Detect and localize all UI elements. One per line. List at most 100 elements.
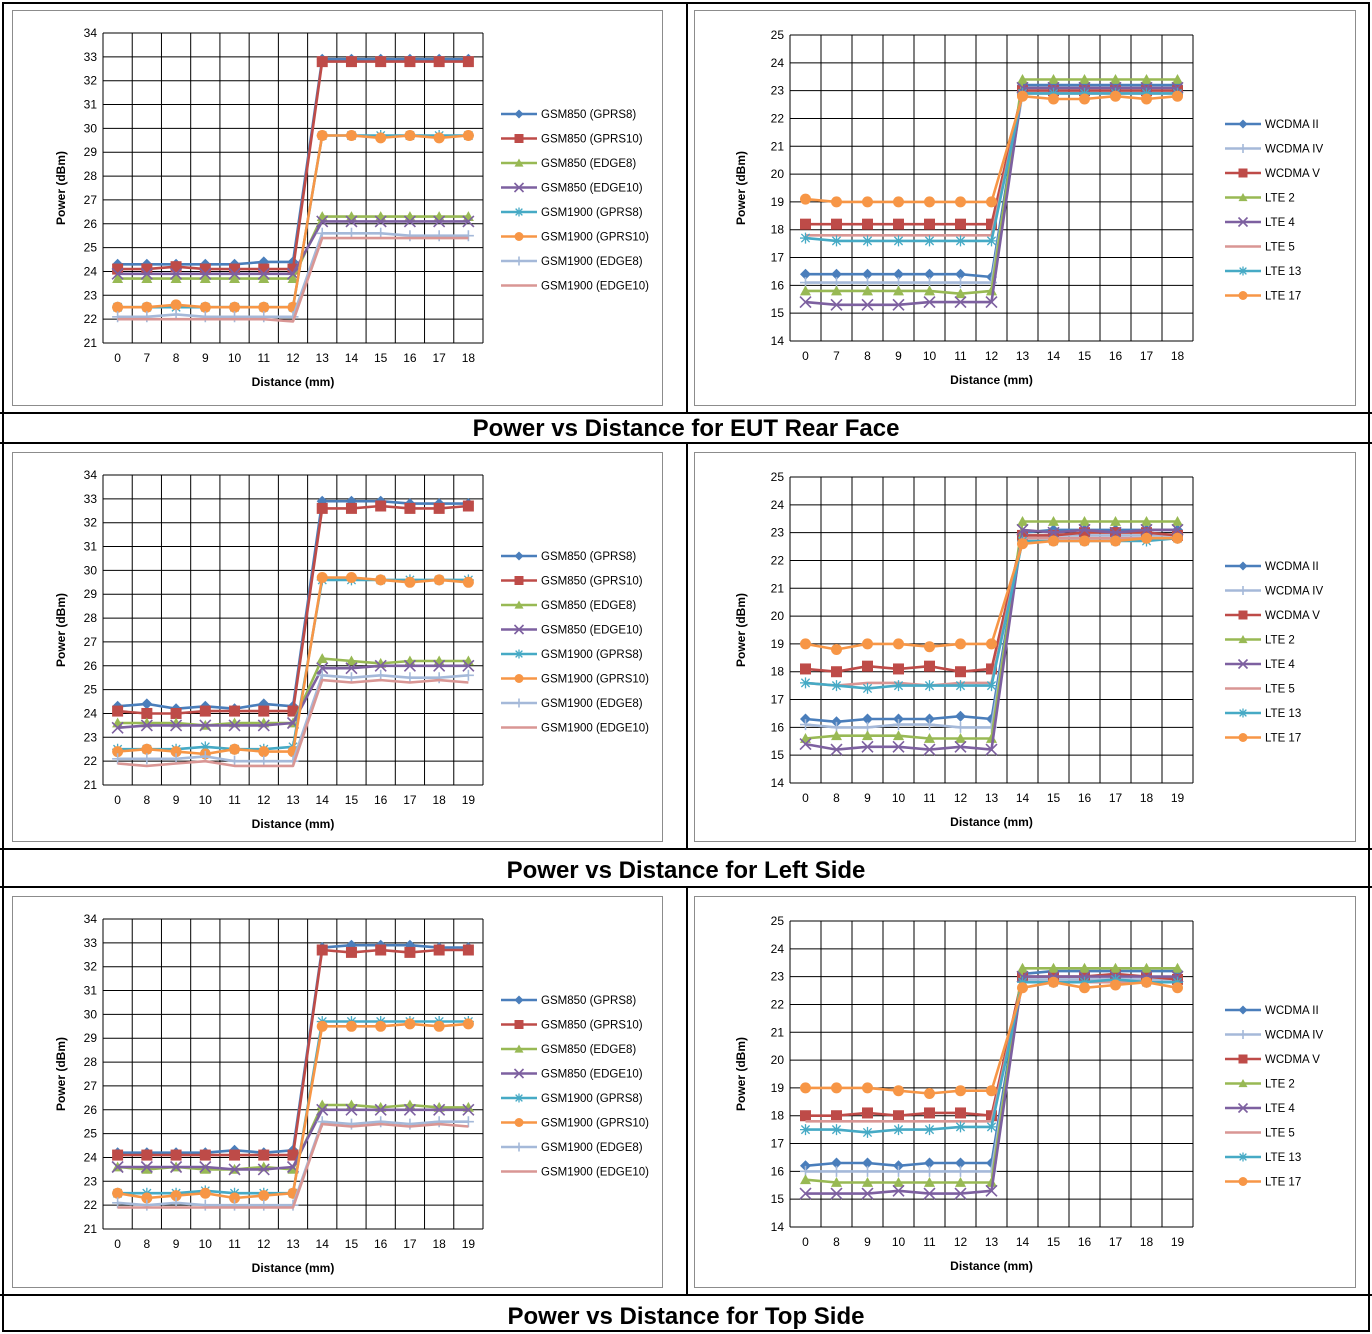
legend-marker (1238, 1030, 1248, 1039)
data-point (986, 638, 997, 650)
data-point (954, 295, 967, 309)
data-point (433, 215, 446, 228)
legend-entry: WCDMA II (1225, 119, 1319, 131)
data-point (433, 1103, 446, 1116)
y-axis-label: Power (dBm) (54, 151, 68, 225)
data-point (831, 680, 842, 692)
x-tick-label: 17 (1140, 349, 1154, 363)
wcdma-lte-power-chart: 14 15 16 17 18 19 20 21 22 23 24 25 0 7 8 9 10 11 12 13 14 15… (694, 10, 1356, 406)
data-point (831, 1124, 842, 1136)
y-tick-label: 34 (84, 912, 98, 926)
legend-label: GSM1900 (EDGE10) (541, 281, 649, 293)
data-point (462, 215, 475, 228)
data-point (403, 659, 416, 672)
data-point (924, 1087, 935, 1099)
data-point (462, 576, 474, 588)
data-point (800, 719, 811, 731)
x-tick-label: 12 (954, 1235, 968, 1249)
data-point (800, 1124, 811, 1136)
data-point (316, 56, 328, 68)
data-point (831, 235, 842, 247)
table-divider-horizontal (0, 1294, 1372, 1296)
gsm-power-chart: 21 22 23 24 25 26 27 28 29 30 31 32 33 34 0 7 8 9 10 11 12 13… (12, 10, 663, 406)
y-tick-label: 29 (84, 145, 98, 159)
y-tick-label: 28 (84, 1055, 98, 1069)
x-tick-label: 0 (802, 791, 809, 805)
y-tick-label: 26 (84, 1103, 98, 1117)
legend-label: LTE 4 (1265, 217, 1295, 229)
data-point (924, 268, 935, 280)
data-point (345, 1103, 358, 1116)
data-point (257, 719, 270, 732)
legend-entry: GSM850 (GPRS10) (501, 576, 643, 588)
legend-entry: LTE 2 (1225, 1079, 1295, 1091)
x-tick-label: 16 (1078, 1235, 1092, 1249)
data-point (170, 719, 183, 732)
legend-entry: WCDMA II (1225, 1005, 1319, 1017)
data-point (111, 721, 124, 734)
y-tick-label: 30 (84, 121, 98, 135)
legend-entry: LTE 17 (1225, 1177, 1301, 1189)
legend-label: GSM850 (EDGE10) (541, 183, 643, 195)
data-point (1016, 523, 1029, 536)
data-point (831, 196, 842, 208)
data-point (170, 707, 182, 719)
data-point (433, 502, 445, 514)
data-point (140, 719, 153, 732)
data-point (199, 1199, 211, 1211)
data-point (955, 1121, 966, 1133)
data-point (861, 298, 874, 311)
legend-label: GSM850 (GPRS10) (541, 1020, 643, 1032)
x-tick-label: 10 (228, 351, 242, 365)
x-tick-label: 14 (1016, 791, 1030, 805)
y-tick-label: 16 (771, 278, 785, 292)
data-point (286, 267, 300, 280)
y-tick-label: 22 (84, 1198, 98, 1212)
legend-label: LTE 17 (1265, 733, 1301, 745)
data-point (924, 235, 935, 247)
data-point (258, 746, 270, 758)
legend-label: LTE 2 (1265, 193, 1295, 205)
legend-marker (1238, 586, 1248, 595)
data-point (955, 196, 966, 208)
y-axis-label: Power (dBm) (54, 593, 68, 667)
data-point (345, 662, 358, 675)
data-point (1172, 74, 1183, 84)
x-tick-label: 18 (432, 793, 446, 807)
legend-marker (514, 1044, 524, 1053)
chart-svg: 21 22 23 24 25 26 27 28 29 30 31 32 33 34 0 8 9 10 11 12 13 1… (54, 912, 649, 1275)
legend-label: GSM1900 (GPRS8) (541, 1093, 643, 1105)
data-point (924, 641, 935, 653)
x-tick-label: 13 (985, 791, 999, 805)
x-tick-label: 12 (985, 349, 999, 363)
x-tick-label: 7 (144, 351, 151, 365)
y-tick-label: 19 (771, 195, 785, 209)
y-tick-label: 19 (771, 637, 785, 651)
y-tick-label: 20 (771, 609, 785, 623)
legend-marker (1238, 708, 1248, 718)
x-tick-label: 0 (114, 1237, 121, 1251)
data-point (924, 1124, 935, 1136)
y-tick-label: 20 (771, 1053, 785, 1067)
data-point (924, 660, 935, 672)
series-lte-4 (799, 81, 1184, 311)
y-tick-label: 33 (84, 492, 98, 506)
data-point (986, 732, 997, 743)
data-point (831, 268, 842, 280)
chart-svg: 21 22 23 24 25 26 27 28 29 30 31 32 33 34 0 7 8 9 10 11 12 13… (54, 26, 649, 389)
y-tick-label: 30 (84, 563, 98, 577)
data-point (199, 1187, 211, 1199)
data-point (1141, 93, 1152, 105)
data-point (141, 273, 153, 284)
y-tick-label: 27 (84, 635, 98, 649)
y-tick-label: 25 (771, 28, 785, 42)
legend-marker (1238, 144, 1248, 153)
legend-marker (514, 698, 524, 708)
legend-label: GSM850 (EDGE10) (541, 625, 643, 637)
legend-entry: LTE 4 (1225, 216, 1295, 229)
legend-marker (1238, 1177, 1248, 1186)
series-gsm1900-edge10 (117, 1122, 469, 1209)
data-point (986, 680, 997, 692)
series-lte-17 (800, 90, 1183, 208)
x-tick-label: 10 (892, 1235, 906, 1249)
